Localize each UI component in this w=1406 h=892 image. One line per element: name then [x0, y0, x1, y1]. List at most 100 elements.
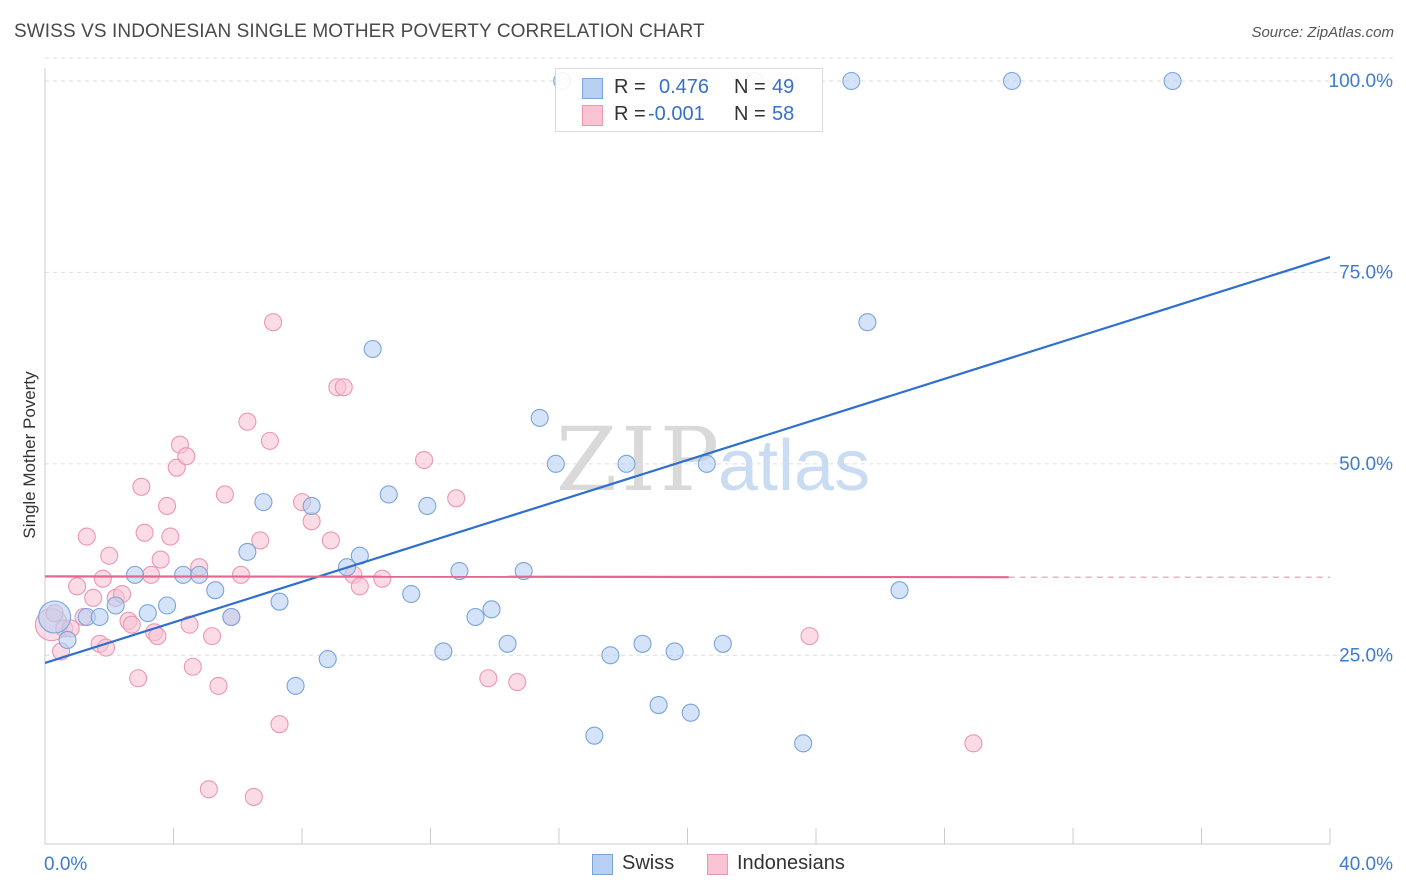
y-axis-label: Single Mother Poverty [20, 371, 39, 539]
indonesians-point [68, 577, 87, 596]
swiss-point [697, 454, 716, 473]
swiss-point [842, 71, 861, 91]
swiss-point [665, 642, 684, 661]
indonesians-point [100, 546, 119, 565]
indonesians-point [93, 569, 112, 588]
axes [44, 68, 1331, 845]
indonesians-point [964, 734, 983, 753]
indonesians-point [508, 673, 527, 692]
indonesians-n-label: N = [734, 103, 766, 125]
indonesians-point [135, 523, 154, 542]
indonesians-point [321, 531, 340, 550]
swiss-point [38, 600, 72, 634]
stats-legend: R = 0.476 N = 49 R = -0.001 N = 58 [555, 68, 823, 132]
indonesians-swatch [582, 105, 603, 126]
swiss-point [546, 454, 565, 473]
swiss-point [318, 650, 337, 669]
swiss-point [363, 339, 382, 359]
chart-title: SWISS VS INDONESIAN SINGLE MOTHER POVERT… [14, 21, 705, 42]
swiss-point [530, 408, 549, 427]
indonesians-point [231, 565, 251, 584]
swiss-point [190, 565, 209, 584]
swiss-point [206, 581, 225, 600]
indonesians-points [34, 313, 983, 806]
source-label: Source: ZipAtlas.com [1251, 24, 1394, 41]
indonesians-legend-swatch [707, 854, 728, 875]
swiss-point [601, 646, 620, 665]
indonesians-point [251, 531, 270, 550]
swiss-point [270, 592, 289, 611]
swiss-point [286, 676, 305, 695]
swiss-point [418, 496, 437, 516]
swiss-n-label: N = [734, 76, 766, 98]
indonesians-point [77, 527, 96, 546]
swiss-point [238, 542, 257, 561]
legend-row-swiss: R = 0.476 N = 49 [556, 73, 822, 101]
swiss-point [302, 496, 321, 516]
trend-lines [44, 256, 1331, 664]
watermark: ZIP atlas [556, 408, 870, 511]
indonesians-point [415, 450, 434, 470]
swiss-point [90, 607, 109, 627]
indonesians-trend-line [44, 575, 1009, 579]
indonesians-point [447, 489, 466, 508]
swiss-r-value: 0.476 [659, 76, 710, 98]
y-tick-label: 75.0% [1339, 262, 1393, 283]
swiss-point [466, 607, 485, 627]
indonesians-n-value: 58 [772, 103, 795, 125]
indonesians-point [215, 485, 234, 504]
indonesians-point [129, 669, 148, 688]
swiss-point [158, 596, 177, 615]
swiss-point [482, 600, 501, 619]
indonesians-point [302, 512, 321, 531]
indonesians-point [209, 676, 228, 695]
indonesians-r-value: -0.001 [648, 103, 705, 125]
swiss-point [138, 604, 157, 623]
x-tick-label: 0.0% [44, 854, 87, 875]
indonesians-point [132, 477, 151, 496]
y-tick-label: 25.0% [1339, 645, 1393, 666]
swiss-point [858, 313, 877, 332]
swiss-point [633, 634, 652, 653]
swiss-legend-label: Swiss [622, 852, 675, 874]
swiss-legend-swatch [592, 854, 613, 875]
indonesians-point [203, 627, 222, 646]
swiss-point [617, 454, 636, 473]
swiss-point [890, 581, 909, 600]
swiss-trend-line [44, 256, 1331, 664]
indonesians-point [800, 627, 819, 646]
swiss-point [174, 565, 193, 584]
indonesians-point [122, 615, 141, 634]
y-tick-label: 100.0% [1329, 71, 1394, 92]
indonesians-point [141, 565, 161, 584]
swiss-point [402, 584, 421, 604]
indonesians-point [84, 588, 103, 607]
indonesians-point [177, 447, 196, 466]
swiss-point [222, 607, 241, 627]
swiss-point [514, 561, 533, 581]
swiss-point [379, 485, 398, 504]
watermark-atlas: atlas [718, 426, 870, 506]
indonesians-legend-label: Indonesians [737, 852, 845, 874]
indonesians-point [350, 577, 369, 596]
indonesians-point [158, 496, 177, 516]
legend-row-indonesians: R = -0.001 N = 58 [556, 100, 822, 128]
swiss-point [713, 634, 732, 653]
swiss-swatch [582, 78, 603, 99]
swiss-point [498, 634, 517, 653]
indonesians-point [161, 527, 180, 546]
indonesians-point [479, 669, 498, 688]
indonesians-point [260, 431, 279, 450]
swiss-point [125, 565, 144, 584]
swiss-point [1163, 71, 1182, 91]
indonesians-r-label: R = [614, 103, 646, 125]
indonesians-point [238, 412, 257, 431]
swiss-r-label: R = [614, 76, 646, 98]
indonesians-point [264, 313, 283, 332]
indonesians-point [244, 787, 263, 806]
swiss-n-value: 49 [772, 76, 795, 98]
indonesians-point [183, 657, 202, 676]
swiss-point [450, 561, 469, 581]
gridlines [45, 57, 1393, 656]
